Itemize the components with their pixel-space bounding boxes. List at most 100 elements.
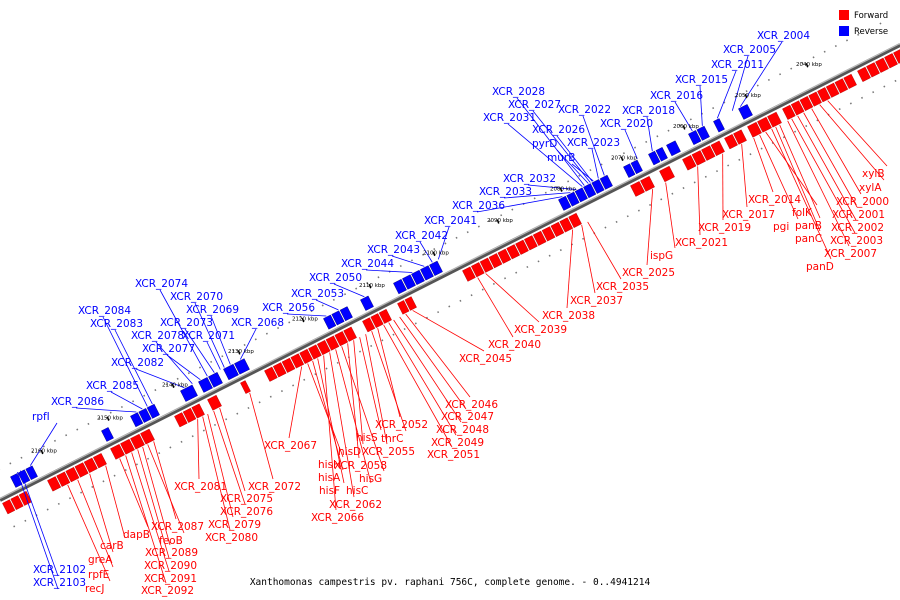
- forward-gene-block: [782, 104, 796, 120]
- forward-gene-block: [682, 155, 697, 171]
- leader-line: [365, 269, 413, 273]
- legend-forward-label: Forward: [854, 11, 888, 21]
- forward-gene-block: [308, 344, 322, 360]
- gene-label: XCR_2070: [170, 291, 223, 303]
- leader-line: [787, 120, 850, 247]
- reverse-gene-block: [360, 295, 374, 311]
- forward-gene-block: [568, 212, 582, 229]
- gene-label: XCR_2079: [208, 519, 261, 531]
- forward-gene-block: [404, 296, 417, 311]
- forward-gene-block: [325, 335, 340, 351]
- leader-line: [803, 112, 858, 208]
- reverse-gene-block: [713, 118, 725, 133]
- reverse-gene-block: [429, 260, 443, 276]
- kbp-tick: [106, 416, 110, 421]
- forward-gene-block: [550, 221, 565, 237]
- leader-line: [779, 124, 821, 219]
- gene-label: xylA: [859, 182, 882, 194]
- reverse-gene-block: [655, 147, 668, 162]
- forward-gene-block: [884, 53, 898, 69]
- kbp-mark-label: 2110 kbp: [359, 283, 385, 289]
- gene-label: XCR_2040: [488, 339, 541, 351]
- genome-title: Xanthomonas campestris pv. raphani 756C,…: [249, 577, 651, 588]
- kbp-mark-label: 2150 kbp: [97, 415, 123, 421]
- kbp-mark-label: 2100 kbp: [423, 251, 449, 257]
- gene-label: XCR_2069: [186, 304, 239, 316]
- forward-gene-block: [630, 181, 645, 197]
- gene-label: XCR_2068: [231, 317, 284, 329]
- gene-label: XCR_2002: [831, 222, 884, 234]
- kbp-mark-label: 2060 kbp: [673, 124, 699, 130]
- kbp-mark-label: 2050 kbp: [735, 93, 761, 99]
- leader-line: [67, 484, 111, 582]
- leader-line: [335, 349, 372, 484]
- gene-label: XCR_2078: [131, 330, 184, 342]
- kbp-mark-label: 2040 kbp: [796, 62, 822, 68]
- leader-line: [739, 41, 783, 107]
- forward-gene-block: [92, 453, 107, 469]
- forward-gene-block: [659, 165, 675, 183]
- leader-line: [77, 479, 114, 568]
- forward-gene-block: [541, 226, 556, 242]
- gene-label: XCR_2035: [596, 281, 649, 293]
- forward-gene-block: [272, 362, 287, 378]
- gene-label: XCR_2087: [151, 521, 204, 533]
- forward-gene-block: [470, 262, 485, 278]
- forward-gene-block: [640, 176, 655, 192]
- gene-label: XCR_2019: [698, 222, 751, 234]
- forward-gene-block: [808, 91, 822, 107]
- gene-label: XCR_2071: [182, 330, 235, 342]
- gene-label: XCR_2023: [567, 137, 620, 149]
- gene-label: XCR_2033: [479, 186, 532, 198]
- gene-label: XCR_2031: [483, 112, 536, 124]
- forward-gene-block: [10, 495, 24, 511]
- gene-label: ispG: [650, 250, 673, 262]
- leader-line: [102, 316, 148, 407]
- kbp-tick: [171, 383, 175, 389]
- reverse-gene-block: [566, 191, 580, 207]
- reverse-gene-block: [630, 159, 643, 175]
- forward-gene-block: [362, 317, 376, 333]
- gene-label: XCR_2052: [375, 419, 428, 431]
- reverse-gene-block: [10, 473, 23, 488]
- reverse-gene-block: [666, 140, 681, 157]
- forward-gene-block: [691, 150, 706, 166]
- kbp-mark-label: 2080 kbp: [550, 186, 576, 192]
- kbp-mark-label: 2090 kbp: [487, 218, 513, 224]
- gene-label: XCR_2015: [675, 74, 728, 86]
- gene-label: hisS: [356, 432, 378, 444]
- leader-line: [582, 115, 605, 176]
- kbp-mark-label: 2160 kbp: [31, 449, 57, 455]
- leader-line: [393, 319, 462, 423]
- leader-line: [581, 224, 596, 294]
- gene-label: folK: [792, 207, 813, 219]
- leader-line: [135, 368, 185, 389]
- forward-gene-block: [733, 129, 747, 145]
- reverse-gene-block: [738, 104, 753, 120]
- leader-line: [210, 315, 231, 365]
- leader-line: [16, 472, 59, 590]
- leader-line: [741, 144, 748, 208]
- gene-label: XCR_2028: [492, 86, 545, 98]
- gene-label: hisG: [359, 473, 382, 485]
- forward-gene-block: [343, 326, 357, 342]
- leader-line: [775, 126, 821, 232]
- leader-line: [412, 310, 485, 352]
- forward-gene-block: [47, 476, 62, 492]
- reverse-gene-block: [648, 150, 661, 166]
- gene-label: dapB: [123, 529, 150, 541]
- upper-guide-track: [0, 19, 888, 470]
- leader-line: [485, 273, 540, 323]
- leader-line: [371, 331, 407, 432]
- legend-forward-swatch: [839, 10, 849, 20]
- gene-label: XCR_2037: [570, 295, 623, 307]
- backbone-highlight: [0, 42, 900, 500]
- reverse-gene-block: [402, 274, 416, 290]
- gene-label: XCR_2073: [160, 317, 213, 329]
- kbp-tick: [368, 283, 372, 289]
- reverse-gene-block: [393, 278, 407, 295]
- gene-label: greA: [88, 554, 113, 566]
- forward-gene-block: [506, 244, 520, 260]
- kbp-tick: [237, 350, 241, 355]
- gene-label: XCR_2051: [427, 449, 480, 461]
